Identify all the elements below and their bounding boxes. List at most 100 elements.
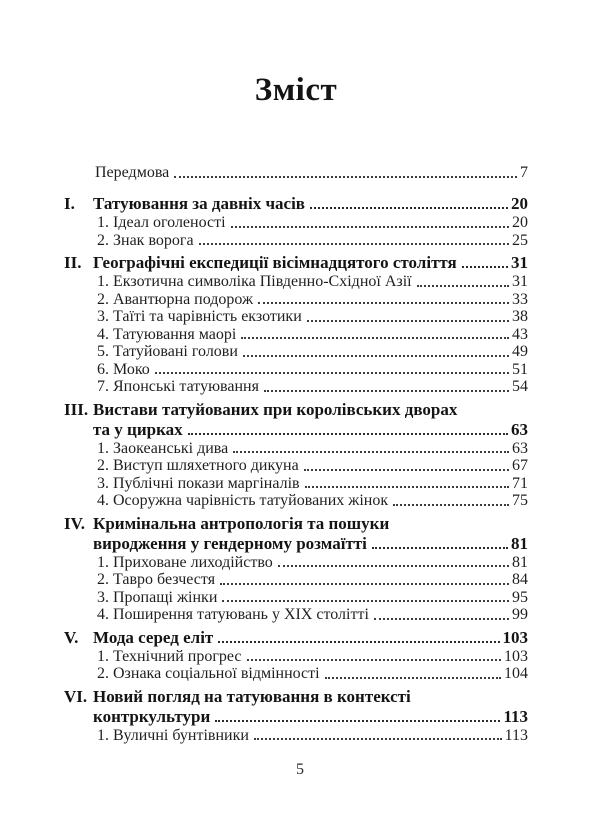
dot-leader xyxy=(324,676,501,679)
entry-label: 1. Технічний прогрес xyxy=(97,647,242,665)
entry-label: 2. Ознака соціальної відмінності xyxy=(97,665,320,682)
toc-entry: 1. Приховане лиходійство 81 xyxy=(97,554,528,572)
entry-page: 20 xyxy=(511,194,528,213)
chapter-items: 1. Заокеанські дива 63 2. Виступ шляхетног… xyxy=(97,440,528,510)
chapter-numeral: I. xyxy=(64,194,75,213)
entry-page: 75 xyxy=(512,492,528,509)
dot-leader xyxy=(187,432,508,435)
entry-label: та у цирках xyxy=(93,419,183,439)
dot-leader xyxy=(246,659,501,661)
toc-entry: 3. Публічні покази маргіналів 71 xyxy=(97,475,528,493)
dot-leader xyxy=(233,451,509,453)
entry-label: 1. Екзотична символіка Південно-Східної … xyxy=(97,273,412,290)
entry-page: 43 xyxy=(512,325,528,343)
entry-label: 5. Татуйовані голови xyxy=(97,343,238,360)
toc-entry: 1. Ідеал оголеності 20 xyxy=(97,214,528,232)
dot-leader xyxy=(258,302,509,304)
dot-leader xyxy=(373,617,509,620)
entry-page: 31 xyxy=(511,253,528,272)
dot-leader xyxy=(222,600,509,602)
entry-page: 20 xyxy=(512,214,528,231)
entry-label: 3. Таїті та чарівність екзотики xyxy=(97,308,302,325)
dot-leader xyxy=(218,640,500,643)
chapter-numeral: VI. xyxy=(64,686,88,706)
entry-page: 84 xyxy=(512,571,528,588)
entry-page: 7 xyxy=(520,164,528,181)
chapter-title-block: Новий погляд на татуювання в контексті ко… xyxy=(93,687,528,727)
chapter-heading: I. Татуювання за давніх часів 20 xyxy=(64,194,528,214)
toc-entry: 2. Виступ шляхетного дикуна 67 xyxy=(97,457,528,475)
chapter-heading: III. Вистави татуйованих при королівських… xyxy=(64,400,528,440)
dot-leader xyxy=(393,503,509,506)
toc-entry: контркультури 113 xyxy=(93,707,528,727)
dot-leader xyxy=(416,284,509,287)
entry-label: Передмова xyxy=(95,164,170,181)
dot-leader xyxy=(371,546,508,549)
entry-page: 51 xyxy=(512,360,528,378)
chapter-items: 1. Вуличні бунтівники 113 xyxy=(97,727,528,745)
entry-page: 31 xyxy=(512,273,528,290)
entry-page: 113 xyxy=(503,706,528,726)
dot-leader xyxy=(304,486,509,488)
toc-chapter: VI. Новий погляд на татуювання в контекст… xyxy=(64,687,528,745)
entry-page: 95 xyxy=(512,588,528,606)
entry-page: 33 xyxy=(512,290,528,308)
toc-chapter: II. Географічні експедиції вісімнадцятого… xyxy=(64,253,528,396)
entry-label: 7. Японські татуювання xyxy=(97,378,259,395)
page-title: Зміст xyxy=(254,72,338,108)
toc-entry: 1. Вуличні бунтівники 113 xyxy=(97,727,528,745)
entry-page: 63 xyxy=(512,439,528,457)
dot-leader xyxy=(242,354,509,357)
entry-page: 71 xyxy=(512,474,528,492)
entry-label: 2. Авантюрна подорож xyxy=(97,290,254,308)
entry-page: 54 xyxy=(512,378,528,395)
toc-entry: 2. Знак ворога 25 xyxy=(97,232,528,250)
chapter-items: 1. Ідеал оголеності 20 2. Знак ворога 25 xyxy=(97,214,528,249)
toc-entry: 7. Японські татуювання 54 xyxy=(97,378,528,396)
chapter-title-block: Вистави татуйованих при королівських дво… xyxy=(93,400,528,440)
entry-label: 6. Моко xyxy=(97,360,150,378)
chapter-heading: V. Мода серед еліт 103 xyxy=(64,628,528,648)
dot-leader xyxy=(220,582,509,585)
toc-entry: 2. Авантюрна подорож 33 xyxy=(97,291,528,309)
toc-entry: 4. Поширення татуювань у XIX столітті 99 xyxy=(97,606,528,624)
chapter-items: 1. Технічний прогрес 103 2. Ознака соціаль… xyxy=(97,648,528,683)
toc-chapter: I. Татуювання за давніх часів 20 1. Ідеал о… xyxy=(64,194,528,249)
entry-label: 2. Виступ шляхетного дикуна xyxy=(97,457,299,474)
toc-entry: 3. Таїті та чарівність екзотики 38 xyxy=(97,308,528,326)
toc-entry: Мода серед еліт 103 xyxy=(93,628,528,648)
toc-entry: 1. Заокеанські дива 63 xyxy=(97,440,528,458)
chapter-numeral: II. xyxy=(64,253,82,272)
entry-label: виродження у гендерному розмаїтті xyxy=(93,533,367,553)
toc-entry: Татуювання за давніх часів 20 xyxy=(93,194,528,214)
toc-entry: Географічні експедиції вісімнадцятого ст… xyxy=(93,253,528,273)
entry-page: 25 xyxy=(512,231,528,249)
entry-page: 63 xyxy=(511,419,528,439)
toc-chapter: V. Мода серед еліт 103 1. Технічний прогрес… xyxy=(64,628,528,683)
entry-page: 81 xyxy=(512,553,528,571)
dot-leader xyxy=(303,468,509,471)
entry-page: 81 xyxy=(511,533,528,553)
entry-page: 49 xyxy=(512,343,528,360)
entry-label: 1. Заокеанські дива xyxy=(97,439,229,457)
chapter-title-line: Новий погляд на татуювання в контексті xyxy=(93,686,411,706)
entry-label: контркультури xyxy=(93,706,211,726)
chapter-numeral: III. xyxy=(64,399,89,419)
toc-entry-preface: Передмова 7 xyxy=(95,164,528,182)
toc-entry: 1. Технічний прогрес 103 xyxy=(97,648,528,666)
chapter-heading: II. Географічні експедиції вісімнадцятого… xyxy=(64,253,528,273)
entry-page: 38 xyxy=(512,308,528,325)
chapter-items: 1. Приховане лиходійство 81 2. Тавро безче… xyxy=(97,554,528,624)
chapter-title-line: Кримінальна антропологія та пошуки xyxy=(93,513,390,533)
toc-entry: 5. Татуйовані голови 49 xyxy=(97,343,528,361)
entry-page: 103 xyxy=(504,647,528,665)
toc-entry: 2. Тавро безчестя 84 xyxy=(97,571,528,589)
entry-label: 4. Поширення татуювань у XIX столітті xyxy=(97,606,369,623)
chapter-items: 1. Екзотична символіка Південно-Східної … xyxy=(97,273,528,396)
entry-label: 2. Тавро безчестя xyxy=(97,571,216,588)
entry-label: Татуювання за давніх часів xyxy=(93,194,305,213)
chapter-heading: VI. Новий погляд на татуювання в контекст… xyxy=(64,687,528,727)
entry-label: 3. Пропащі жінки xyxy=(97,588,218,606)
entry-label: 2. Знак ворога xyxy=(97,231,194,249)
